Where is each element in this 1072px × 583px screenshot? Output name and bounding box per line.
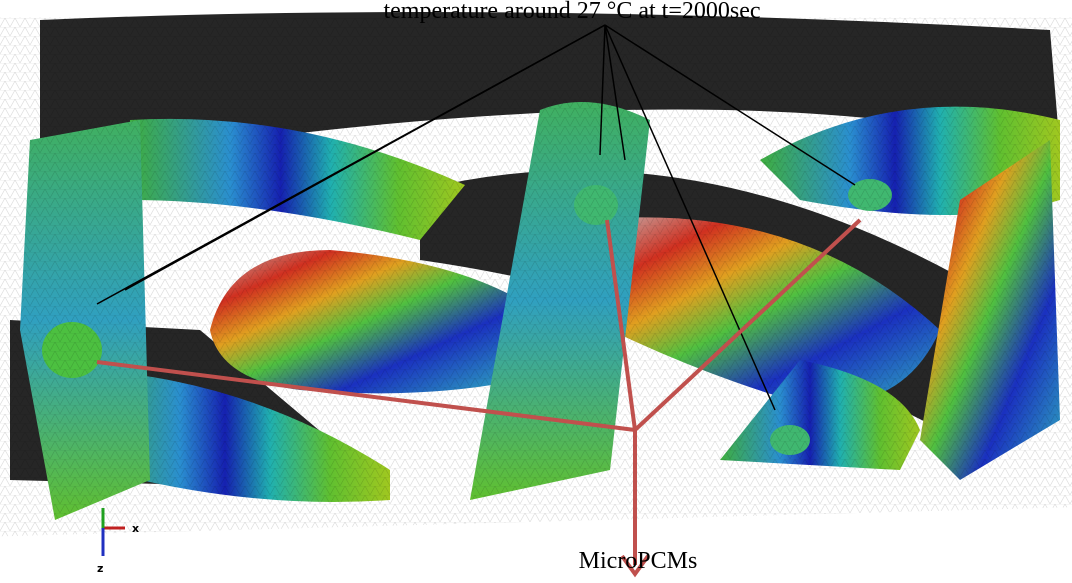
fem-model bbox=[0, 0, 1072, 583]
axis-label: x bbox=[132, 522, 139, 535]
annotation: temperature around 27 °C at t=2000sec bbox=[383, 0, 760, 24]
axis-label: z bbox=[97, 562, 103, 575]
figure: x z temperature around 27 °C at t=2000se… bbox=[0, 0, 1072, 583]
annotation: MicroPCMs bbox=[579, 548, 698, 574]
